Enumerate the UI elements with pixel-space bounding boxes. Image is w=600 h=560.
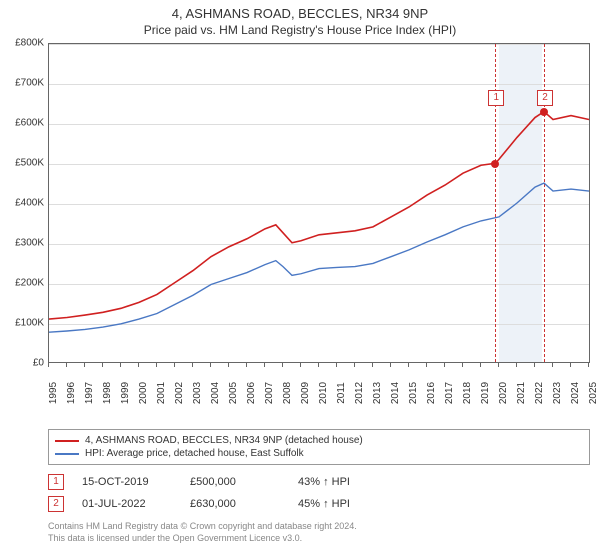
price-marker-label: 1 [488, 90, 504, 106]
x-axis-label: 2009 [300, 382, 311, 404]
transaction-delta: 43% ↑ HPI [298, 476, 388, 488]
title-subtitle: Price paid vs. HM Land Registry's House … [0, 23, 600, 37]
x-axis-label: 2020 [498, 382, 509, 404]
title-block: 4, ASHMANS ROAD, BECCLES, NR34 9NP Price… [0, 0, 600, 39]
x-axis-label: 2003 [192, 382, 203, 404]
x-axis-label: 1996 [66, 382, 77, 404]
x-axis-label: 2001 [156, 382, 167, 404]
price-marker-dot [540, 108, 548, 116]
chart-area: 12 £0£100K£200K£300K£400K£500K£600K£700K… [48, 43, 590, 389]
legend-swatch [55, 453, 79, 455]
x-axis-label: 2018 [462, 382, 473, 404]
x-axis-label: 2019 [480, 382, 491, 404]
x-axis-label: 2007 [264, 382, 275, 404]
x-axis-label: 2008 [282, 382, 293, 404]
y-axis-label: £400K [15, 198, 48, 209]
x-axis-label: 2012 [354, 382, 365, 404]
series-line-price_paid [49, 112, 589, 319]
x-axis-label: 2010 [318, 382, 329, 404]
plot-area: 12 [48, 43, 590, 363]
legend-label: 4, ASHMANS ROAD, BECCLES, NR34 9NP (deta… [85, 435, 363, 446]
x-axis-label: 2017 [444, 382, 455, 404]
x-axis-label: 2025 [588, 382, 599, 404]
footer-attribution: Contains HM Land Registry data © Crown c… [48, 521, 590, 544]
y-axis-label: £700K [15, 78, 48, 89]
y-axis-label: £0 [33, 358, 48, 369]
title-address: 4, ASHMANS ROAD, BECCLES, NR34 9NP [0, 6, 600, 21]
transaction-marker: 2 [48, 496, 64, 512]
line-series-svg [49, 44, 589, 362]
footer-line: This data is licensed under the Open Gov… [48, 533, 590, 545]
x-axis-label: 2014 [390, 382, 401, 404]
x-axis-label: 2011 [336, 382, 347, 404]
transaction-row: 2 01-JUL-2022 £630,000 45% ↑ HPI [48, 493, 590, 515]
transaction-row: 1 15-OCT-2019 £500,000 43% ↑ HPI [48, 471, 590, 493]
transaction-price: £500,000 [190, 476, 280, 488]
x-axis-label: 2013 [372, 382, 383, 404]
transaction-price: £630,000 [190, 498, 280, 510]
x-axis-label: 2021 [516, 382, 527, 404]
x-axis-label: 1998 [102, 382, 113, 404]
y-axis-label: £800K [15, 38, 48, 49]
price-marker-label: 2 [537, 90, 553, 106]
footer-line: Contains HM Land Registry data © Crown c… [48, 521, 590, 533]
legend-row: HPI: Average price, detached house, East… [55, 447, 583, 460]
legend-swatch [55, 440, 79, 442]
transaction-date: 01-JUL-2022 [82, 498, 172, 510]
x-axis-label: 2000 [138, 382, 149, 404]
legend-row: 4, ASHMANS ROAD, BECCLES, NR34 9NP (deta… [55, 434, 583, 447]
series-line-hpi [49, 183, 589, 332]
x-axis-label: 2006 [246, 382, 257, 404]
x-axis-label: 2015 [408, 382, 419, 404]
x-axis-label: 2022 [534, 382, 545, 404]
x-axis-label: 2004 [210, 382, 221, 404]
y-axis-label: £200K [15, 278, 48, 289]
transaction-date: 15-OCT-2019 [82, 476, 172, 488]
x-axis-ticks: 1995199619971998199920002001200220032004… [48, 363, 590, 389]
x-axis-label: 2024 [570, 382, 581, 404]
legend: 4, ASHMANS ROAD, BECCLES, NR34 9NP (deta… [48, 429, 590, 465]
x-axis-label: 2005 [228, 382, 239, 404]
legend-label: HPI: Average price, detached house, East… [85, 448, 304, 459]
y-axis-label: £500K [15, 158, 48, 169]
chart-container: 4, ASHMANS ROAD, BECCLES, NR34 9NP Price… [0, 0, 600, 560]
transaction-delta: 45% ↑ HPI [298, 498, 388, 510]
transactions-table: 1 15-OCT-2019 £500,000 43% ↑ HPI 2 01-JU… [48, 471, 590, 515]
x-axis-label: 1995 [48, 382, 59, 404]
y-axis-label: £100K [15, 318, 48, 329]
transaction-marker: 1 [48, 474, 64, 490]
x-axis-label: 2023 [552, 382, 563, 404]
y-axis-label: £300K [15, 238, 48, 249]
x-axis-label: 1997 [84, 382, 95, 404]
x-axis-label: 2016 [426, 382, 437, 404]
x-axis-label: 2002 [174, 382, 185, 404]
y-axis-label: £600K [15, 118, 48, 129]
x-axis-label: 1999 [120, 382, 131, 404]
